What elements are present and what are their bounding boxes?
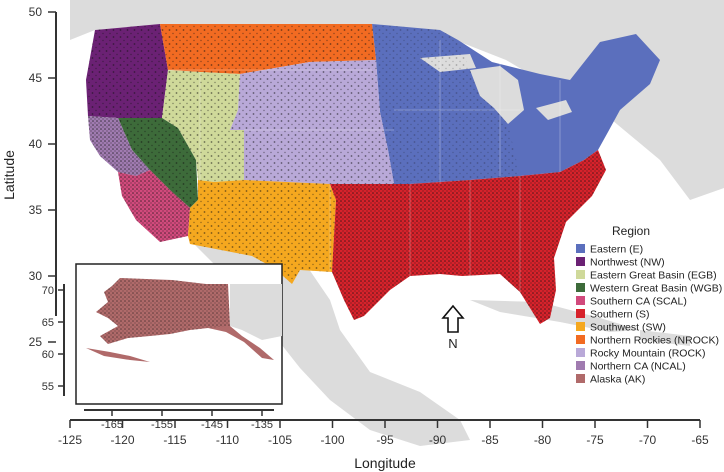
legend-swatch <box>576 257 585 266</box>
state-boundaries <box>168 40 561 292</box>
legend-item-label: Rocky Mountain (ROCK) <box>590 348 706 360</box>
legend-item-label: Northern Rockies (NROCK) <box>590 335 719 347</box>
inset-x-tick-label: -165 <box>101 419 123 431</box>
alaska-inset: 70 65 60 55 -165 -155 -145 -135 <box>42 263 283 431</box>
inset-x-tick-label: -145 <box>201 419 223 431</box>
legend-item-label: Alaska (AK) <box>590 374 645 386</box>
legend-swatch <box>576 335 585 344</box>
legend-item-label: Southwest (SW) <box>590 322 666 334</box>
x-tick-label: -100 <box>320 433 344 447</box>
inset-y-tick-label: 55 <box>42 381 54 393</box>
x-tick-label: -80 <box>534 433 552 447</box>
legend-item-label: Southern CA (SCAL) <box>590 296 687 308</box>
y-tick-label: 35 <box>29 203 43 217</box>
legend-item-label: Northwest (NW) <box>590 257 665 269</box>
inset-x-tick-label: -135 <box>251 419 273 431</box>
y-tick-label: 30 <box>29 269 43 283</box>
x-tick-label: -125 <box>58 433 82 447</box>
inset-y-tick-label: 60 <box>42 349 54 361</box>
y-tick-label: 45 <box>29 71 43 85</box>
legend-title: Region <box>612 224 650 238</box>
legend-item-label: Western Great Basin (WGB) <box>590 283 722 295</box>
x-tick-label: -105 <box>268 433 292 447</box>
legend-item-label: Eastern Great Basin (EGB) <box>590 270 717 282</box>
x-tick-label: -120 <box>110 433 134 447</box>
y-axis-title: Latitude <box>1 150 17 200</box>
legend: Region Eastern (E)Northwest (NW)Eastern … <box>576 224 722 386</box>
fire-points <box>86 24 606 324</box>
legend-item-label: Eastern (E) <box>590 244 643 256</box>
x-axis-title: Longitude <box>354 455 416 471</box>
x-tick-label: -70 <box>639 433 657 447</box>
legend-swatch <box>576 322 585 331</box>
inset-y-tick-label: 70 <box>42 285 54 297</box>
legend-swatch <box>576 361 585 370</box>
x-tick-label: -115 <box>163 433 186 447</box>
north-label: N <box>448 336 457 351</box>
legend-swatch <box>576 296 585 305</box>
legend-item-label: Southern (S) <box>590 309 650 321</box>
legend-swatch <box>576 283 585 292</box>
legend-swatch <box>576 309 585 318</box>
legend-item-label: Northern CA (NCAL) <box>590 361 686 373</box>
x-tick-label: -75 <box>586 433 604 447</box>
legend-swatch <box>576 244 585 253</box>
x-tick-label: -85 <box>481 433 499 447</box>
inset-y-tick-label: 65 <box>42 317 54 329</box>
legend-swatch <box>576 374 585 383</box>
y-tick-label: 50 <box>29 5 43 19</box>
north-arrow-icon <box>441 304 465 333</box>
inset-x-tick-label: -155 <box>151 419 173 431</box>
x-tick-label: -90 <box>429 433 447 447</box>
x-tick-label: -65 <box>691 433 709 447</box>
x-tick-label: -95 <box>376 433 394 447</box>
legend-swatch <box>576 348 585 357</box>
y-axis: 50 45 40 35 30 25 Latitude <box>1 5 57 349</box>
x-axis: -125 -120 -115 -110 -105 -100 -95 -90 -85 -80 -75 -… <box>58 419 709 471</box>
legend-swatch <box>576 270 585 279</box>
north-arrow: N <box>441 304 465 351</box>
y-tick-label: 25 <box>29 335 43 349</box>
x-tick-label: -110 <box>216 433 239 447</box>
y-tick-label: 40 <box>29 137 43 151</box>
